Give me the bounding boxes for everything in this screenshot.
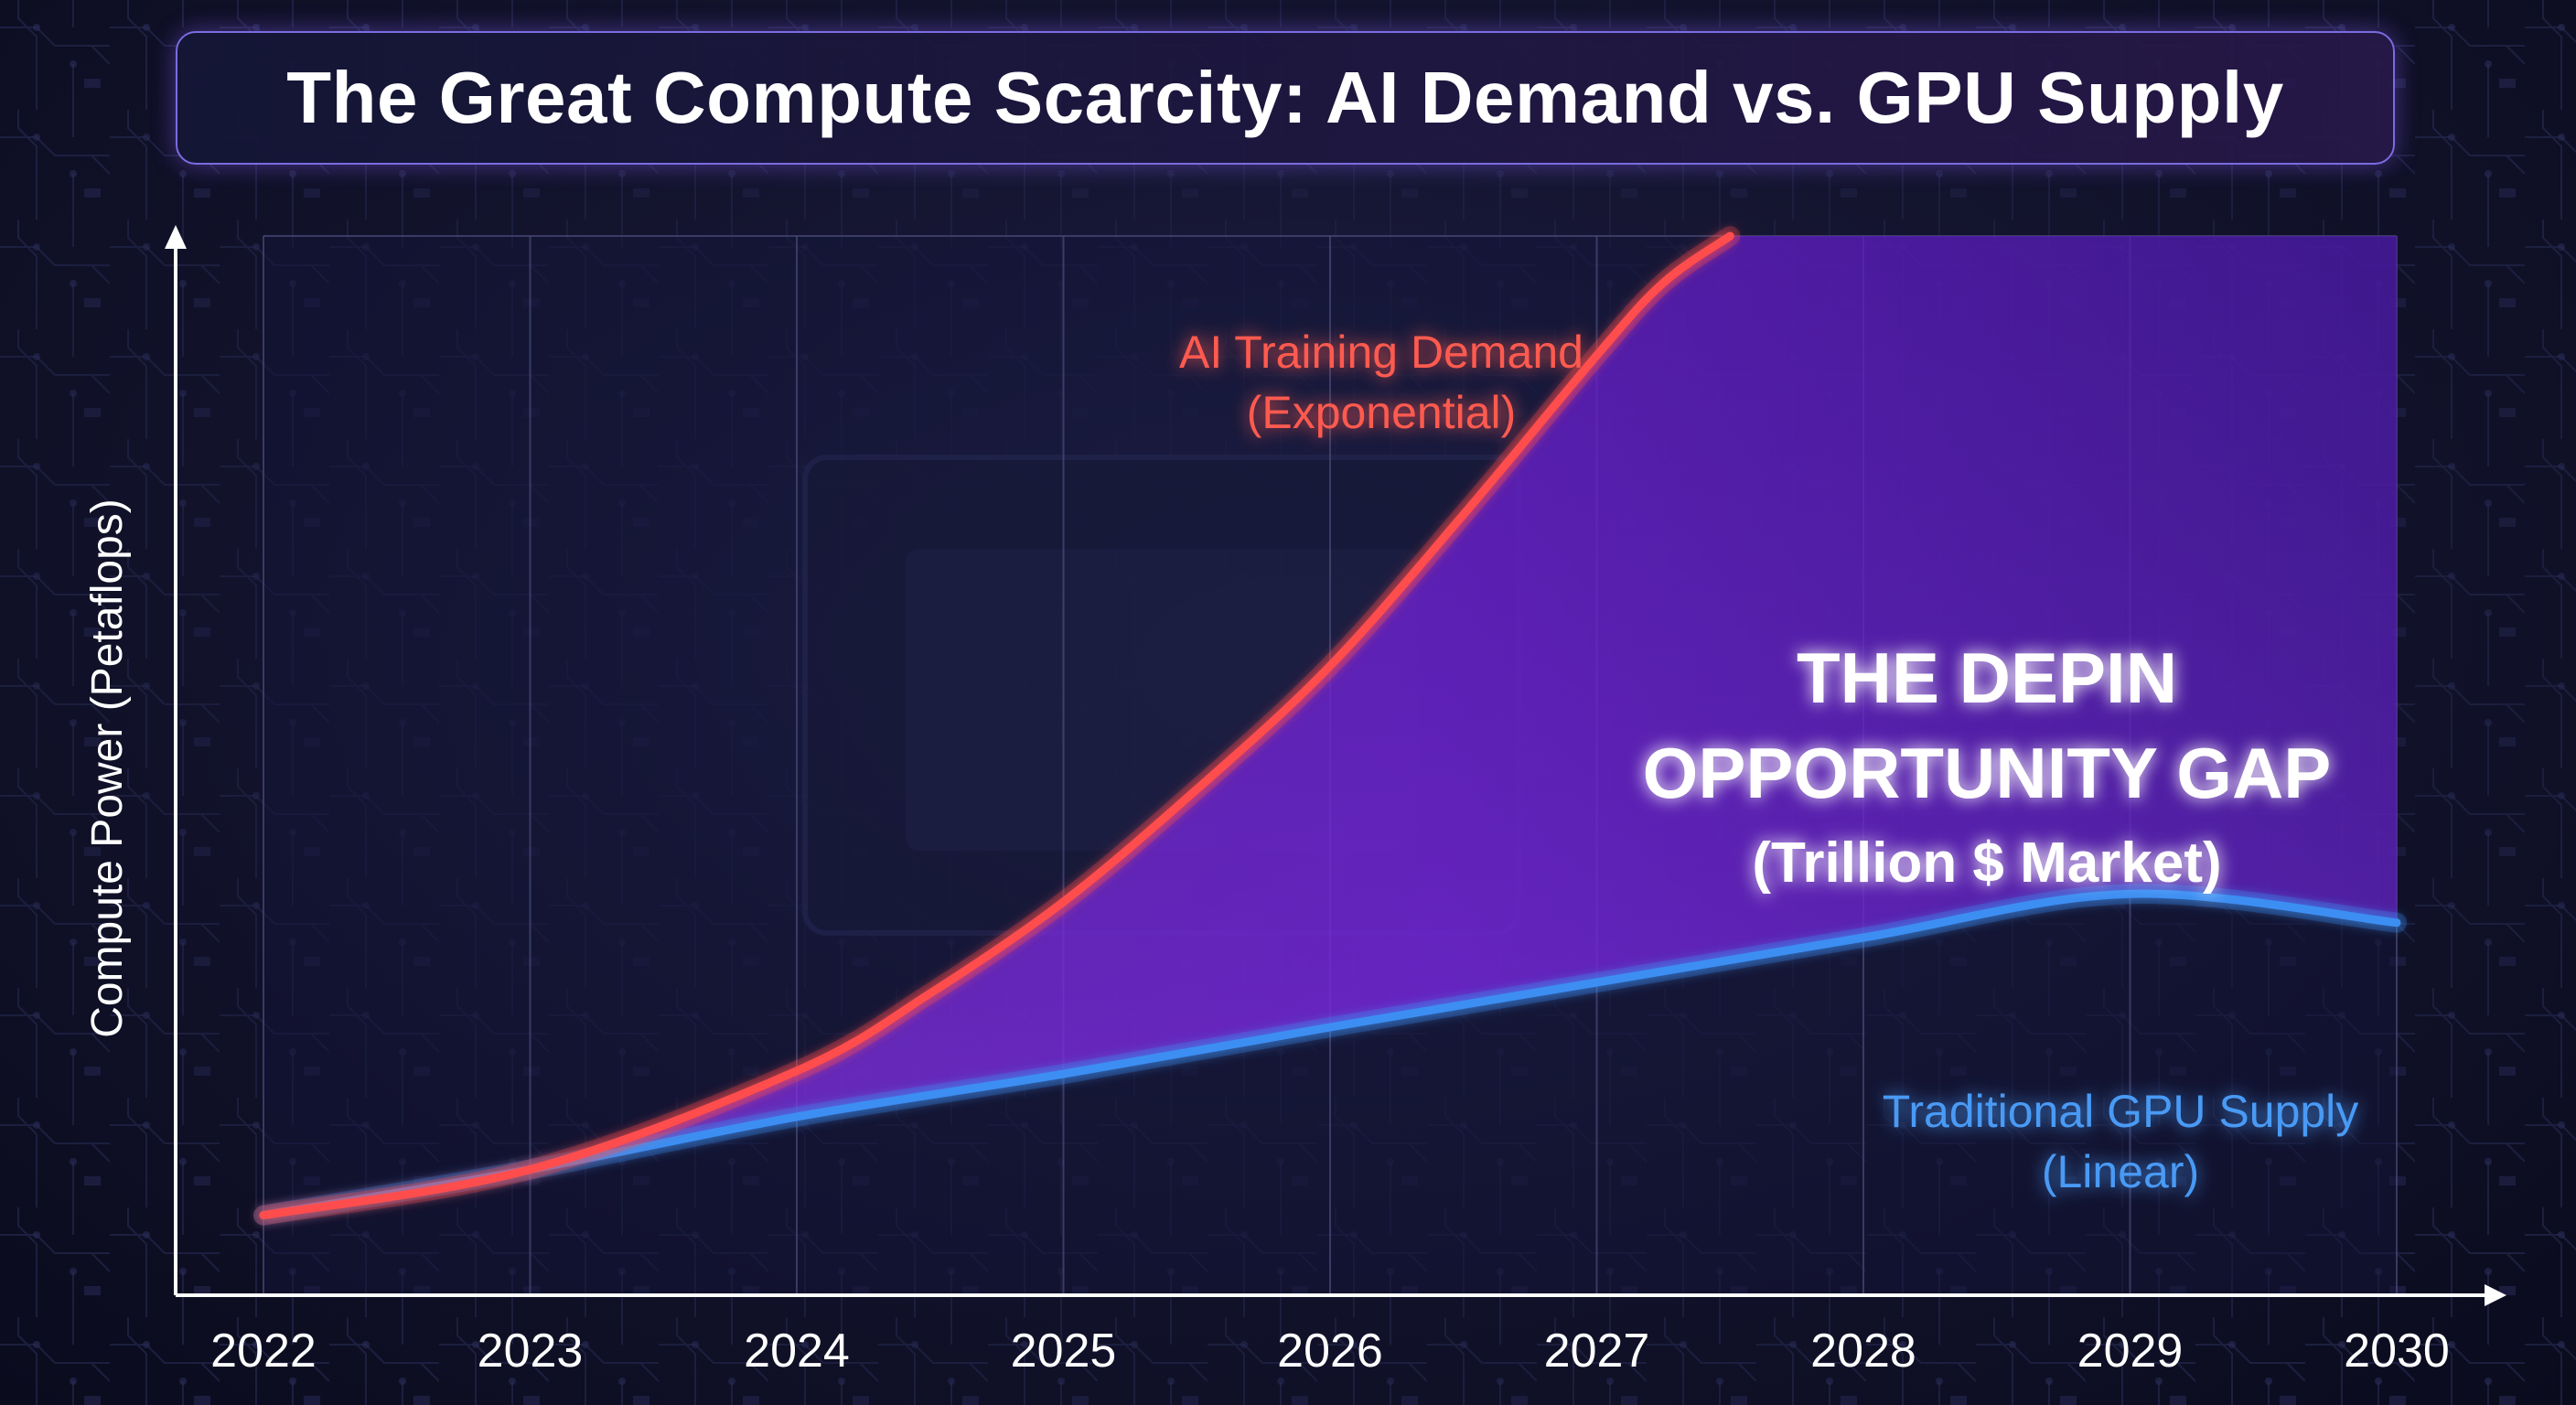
supply-label-line-2: (Linear) (2042, 1146, 2199, 1197)
x-tick-label-2022: 2022 (210, 1325, 317, 1378)
gap-annotation-line-2: OPPORTUNITY GAP (1643, 733, 2332, 813)
y-axis-label: Compute Power (Petaflops) (83, 499, 132, 1038)
demand-label-line-2: (Exponential) (1247, 387, 1517, 438)
x-tick-label-2027: 2027 (1544, 1325, 1650, 1378)
y-axis-arrow (165, 225, 187, 249)
series-layer (253, 226, 2407, 1226)
series-line-gpu-supply (259, 889, 2401, 1220)
plot-area (253, 226, 2407, 1295)
x-tick-label-2025: 2025 (1011, 1325, 1117, 1378)
x-tick-label-2028: 2028 (1810, 1325, 1916, 1378)
x-tick-label-2024: 2024 (744, 1325, 850, 1378)
x-tick-labels: 2022 2023 2024 2025 2026 2027 2028 2029 2030 (210, 1325, 2450, 1378)
demand-label: AI Training Demand (Exponential) (1179, 327, 1583, 438)
x-tick-label-2023: 2023 (478, 1325, 584, 1378)
supply-label-line-1: Traditional GPU Supply (1883, 1086, 2359, 1137)
gap-annotation-line-1: THE DEPIN (1797, 638, 2177, 718)
gap-annotation-line-3: (Trillion $ Market) (1752, 831, 2221, 895)
chart-title: The Great Compute Scarcity: AI Demand vs… (286, 57, 2284, 138)
demand-label-line-1: AI Training Demand (1179, 327, 1583, 378)
x-tick-label-2029: 2029 (2077, 1325, 2184, 1378)
axes (165, 225, 2506, 1306)
gap-area-highlight (263, 236, 2397, 1216)
depin-gap-annotation: THE DEPIN OPPORTUNITY GAP (Trillion $ Ma… (1643, 638, 2332, 895)
supply-label: Traditional GPU Supply (Linear) (1883, 1086, 2359, 1197)
x-tick-label-2030: 2030 (2344, 1325, 2450, 1378)
chart-title-box: The Great Compute Scarcity: AI Demand vs… (176, 31, 2395, 165)
series-line-ai-demand (259, 231, 1734, 1220)
x-axis-arrow (2485, 1284, 2506, 1306)
x-tick-label-2026: 2026 (1277, 1325, 1383, 1378)
